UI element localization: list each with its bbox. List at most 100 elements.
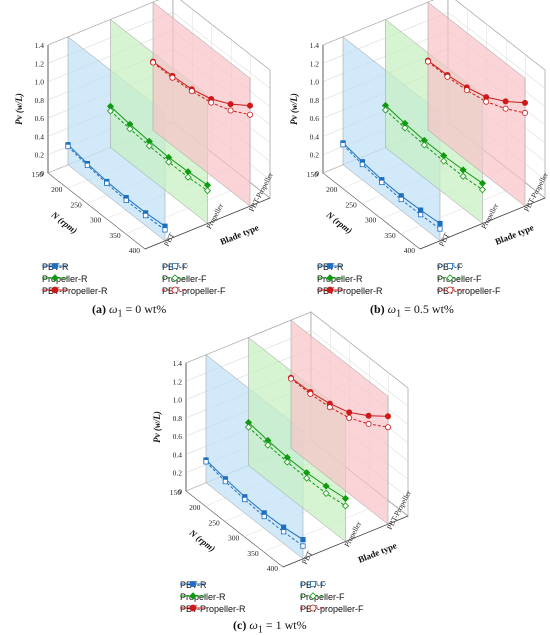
x-tick-label: 250 [346,200,358,209]
legend-swatch [437,274,463,282]
legend-swatch [300,592,326,600]
data-point [417,212,424,218]
legend-marker [189,604,197,612]
data-point [145,142,153,150]
legend-label: Propeller-F [300,592,345,602]
data-point [437,220,443,227]
data-point [381,106,390,114]
data-point [283,458,291,466]
series-line [205,461,304,547]
legend-swatch [437,286,463,294]
data-point [227,101,234,108]
chart-c-svg: 0 0.2 0.4 0.6 0.8 1.0 1.2 1.4 Pv (w/L) 150 200 250 3… [152,311,413,573]
legend-item: Propeller-R [317,274,363,284]
caption-c-label: (c) [233,618,247,632]
x-tick-label: 400 [404,246,416,255]
x-tick-label: 300 [228,534,240,543]
legend-item: PBT-Propeller-R [42,286,108,296]
blade-plane [152,1,251,207]
x-tick-label: 150 [170,488,182,497]
caption-c-symbol: ω [249,618,258,632]
x-axis-label: N (rpm) [49,209,79,236]
data-point [322,489,330,497]
caption-b-sub: 1 [396,308,402,320]
series-line [248,422,346,499]
series-line [385,109,483,191]
data-point [106,107,115,115]
axis-edge [419,197,546,250]
series-line [67,144,166,227]
z-tick-label: 0.4 [310,132,320,141]
legend-swatch [42,263,68,269]
legend-label: PBT-propeller-F [162,286,226,296]
data-point [365,420,372,427]
z-tick-label: 0.6 [310,114,320,123]
data-point [341,502,350,510]
x-tick-label: 300 [90,216,102,225]
z-tick-label: 1.0 [173,396,183,405]
z-tick-label: 1.4 [173,359,183,368]
z-tick-label: 0 [178,487,182,496]
series-line [385,105,483,184]
series-line [152,61,251,107]
legend-marker [51,286,59,294]
data-point [384,413,391,420]
data-point [169,74,176,81]
caption-b-value: = 0.5 wt% [401,302,454,316]
legend-swatch [42,274,68,282]
data-point [246,111,253,118]
caption-c-value: = 1 wt% [262,618,307,632]
z-tick-label: 0.8 [310,96,320,105]
data-point [244,423,253,431]
data-point [326,404,333,411]
legend-item: PBT-propeller-F [300,604,364,614]
legend-label: Propeller-R [180,592,226,602]
x-tick-label: 250 [71,200,83,209]
legend-marker [51,274,59,282]
legend-marker [52,263,58,269]
legend-swatch [180,581,206,587]
chart-panel-b: 0 0.2 0.4 0.6 0.8 1.0 1.2 1.4 Pv (w/L) 150 200 250 3… [275,0,550,320]
data-point [307,390,314,397]
blade-plane [427,1,526,207]
legend-item: Propeller-F [300,592,345,602]
caption-a-label: (a) [92,302,106,316]
data-point [417,207,424,213]
legend-marker [172,263,178,269]
legend-item: Propeller-R [180,592,226,602]
data-point [227,107,234,114]
data-point [502,105,509,112]
data-point [246,102,253,109]
data-point [322,482,330,490]
legend-c: PBT-R PBT-F Propeller-R Propeller-F PBT-Prop… [180,580,410,620]
x-tick-label: 150 [32,170,44,179]
x-tick-label: 150 [307,170,319,179]
data-point [162,227,168,233]
caption-b-symbol: ω [387,302,397,316]
legend-item: Propeller-R [42,274,88,284]
x-tick-label: 350 [384,231,396,240]
legend-swatch [317,274,343,282]
data-point [379,179,385,186]
z-tick-label: 1.4 [310,41,320,50]
z-tick-label: 0 [315,169,319,178]
legend-marker [326,274,334,282]
z-tick-label: 0.4 [35,132,45,141]
data-point [280,524,287,530]
blade-axis-label: Blade type [357,540,399,565]
x-tick-label: 250 [209,518,221,527]
caption-b-label: (b) [370,302,385,316]
chart-panel-c: 0 0.2 0.4 0.6 0.8 1.0 1.2 1.4 Pv (w/L) 150 200 250 3… [138,311,413,635]
data-point [459,172,467,180]
z-tick-label: 0.2 [310,151,320,160]
data-point [84,162,90,169]
legend-marker [189,592,197,600]
legend-item: PBT-F [162,262,188,272]
data-point [149,59,156,66]
x-tick-label: 350 [109,231,121,240]
legend-swatch [162,263,188,269]
legend-item: PBT-propeller-F [437,286,501,296]
data-point [261,513,267,520]
legend-b: PBT-R PBT-F Propeller-R Propeller-F PBT-Prop… [317,262,547,302]
data-point [521,109,528,116]
